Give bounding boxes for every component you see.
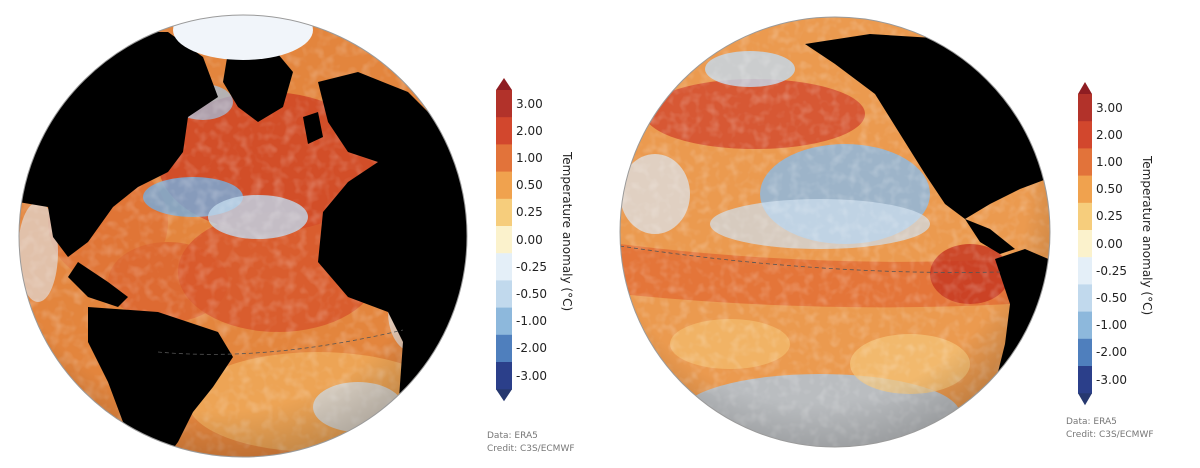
colorbar-tick-label: 3.00: [516, 96, 543, 111]
colorbar-tick-label: -0.50: [1096, 291, 1128, 305]
colorbar-tick-label: -2.00: [516, 341, 548, 356]
colorbar-tick-label: -2.00: [1096, 345, 1128, 360]
colorbar-tick-label: 0.00: [516, 232, 543, 247]
colorbar-swatch: [1078, 366, 1092, 394]
credit-block-right: Data: ERA5 Credit: C3S/ECMWF: [1066, 416, 1154, 442]
colorbar-swatch: [496, 362, 512, 390]
temperature-anomaly-legend-left: 3.00 2.00 1.00 0.50 0.25 0.00 -0.25 -0.50 -1.00 -…: [496, 78, 596, 402]
colorbar-swatch: [1078, 257, 1092, 285]
colorbar-swatch: [496, 253, 512, 281]
colorbar-tick-label: -0.50: [516, 287, 548, 301]
colorbar-tick-label: 0.25: [516, 205, 543, 220]
colorbar-tick-label: 0.00: [1096, 236, 1123, 251]
colorbar-swatch: [1078, 148, 1092, 177]
colorbar-swatch: [496, 198, 512, 227]
colorbar: [496, 78, 512, 402]
colorbar-swatch: [1078, 338, 1092, 367]
colorbar-swatch: [1078, 94, 1092, 122]
colorbar-tick-label: 2.00: [1096, 127, 1123, 142]
colorbar-tick-label: -1.00: [1096, 318, 1128, 333]
colorbar-swatch: [496, 117, 512, 145]
colorbar-tick-label: 2.00: [516, 123, 543, 138]
colorbar-swatch: [1078, 230, 1092, 258]
colorbar-tick-label: -3.00: [1096, 372, 1128, 387]
colorbar-swatch: [496, 307, 512, 336]
pacific-ocean-globe-map: [619, 16, 1051, 448]
colorbar-tick-label: 0.50: [516, 178, 543, 193]
atlantic-globe-panel: 3.00 2.00 1.00 0.50 0.25 0.00 -0.25 -0.50 -1.00 -…: [18, 14, 596, 458]
colorbar-tick-label: -0.25: [516, 259, 548, 274]
colorbar-swatch: [496, 280, 512, 309]
credit-text: Credit: C3S/ECMWF: [1066, 430, 1154, 440]
colorbar-swatch: [496, 171, 512, 200]
colorbar-swatch: [1078, 311, 1092, 340]
data-source-text: Data: ERA5: [1066, 417, 1117, 427]
colorbar-tick-label: -3.00: [516, 368, 548, 383]
temperature-anomaly-legend-right: 3.00 2.00 1.00 0.50 0.25 0.00 -0.25 -0.50 -1.00 -…: [1078, 82, 1188, 406]
colorbar-swatch: [1078, 121, 1092, 149]
pacific-globe-panel: 3.00 2.00 1.00 0.50 0.25 0.00 -0.25 -0.50 -1.00 -…: [600, 0, 1200, 468]
colorbar-max-arrow: [496, 78, 512, 90]
data-source-text: Data: ERA5: [487, 431, 538, 441]
globe-outline: [18, 14, 468, 458]
colorbar: [1078, 82, 1092, 406]
atlantic-ocean-globe-map: [18, 14, 468, 458]
colorbar-tick-label: 1.00: [1096, 155, 1123, 169]
colorbar-tick-label: -0.25: [1096, 263, 1128, 278]
colorbar-swatch: [1078, 284, 1092, 313]
credit-block-left: Data: ERA5 Credit: C3S/ECMWF: [487, 430, 575, 456]
colorbar-swatch: [496, 90, 512, 118]
colorbar-min-arrow: [496, 389, 512, 402]
legend-title: Temperature anomaly (°C): [1140, 156, 1154, 316]
colorbar-swatch: [1078, 175, 1092, 204]
credit-text: Credit: C3S/ECMWF: [487, 444, 575, 454]
legend-title: Temperature anomaly (°C): [560, 152, 574, 312]
globe-outline: [619, 16, 1051, 448]
colorbar-swatch: [1078, 202, 1092, 231]
colorbar-max-arrow: [1078, 82, 1092, 94]
colorbar-tick-label: 0.50: [1096, 182, 1123, 197]
colorbar-tick-label: 0.25: [1096, 209, 1123, 224]
colorbar-tick-label: 3.00: [1096, 100, 1123, 115]
colorbar-swatch: [496, 226, 512, 254]
colorbar-min-arrow: [1078, 393, 1092, 406]
colorbar-swatch: [496, 334, 512, 363]
colorbar-swatch: [496, 144, 512, 173]
colorbar-tick-label: 1.00: [516, 151, 543, 165]
colorbar-tick-label: -1.00: [516, 314, 548, 329]
